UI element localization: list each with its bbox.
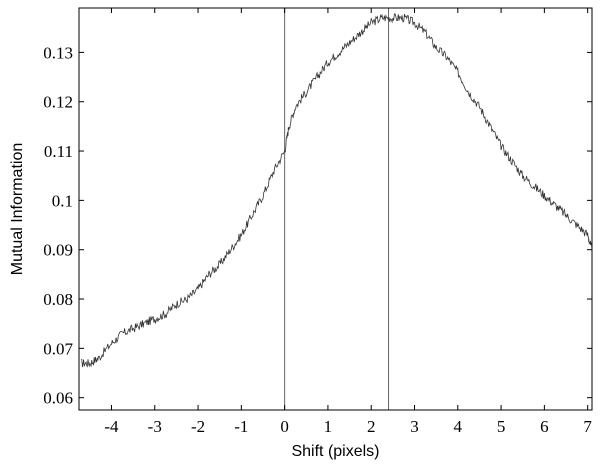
y-tick-label: 0.08	[43, 290, 73, 309]
y-tick-label: 0.11	[44, 142, 73, 161]
y-tick-label: 0.1	[52, 191, 73, 210]
x-tick-label: 1	[324, 417, 333, 436]
x-tick-label: 2	[367, 417, 376, 436]
x-tick-label: -2	[191, 417, 205, 436]
y-tick-label: 0.09	[43, 241, 73, 260]
x-tick-label: 6	[540, 417, 549, 436]
y-tick-label: 0.07	[43, 339, 73, 358]
x-axis-label: Shift (pixels)	[291, 443, 379, 460]
plot-area	[81, 8, 593, 410]
y-tick-label: 0.06	[43, 389, 73, 408]
x-tick-label: 3	[410, 417, 419, 436]
axis-ticks: -4 -3 -2 -1 0 1 2 3 4 5 6 7 0.06 0.07 0.08 0.09 0.1 0.11 0…	[43, 8, 592, 436]
y-tick-label: 0.13	[43, 43, 73, 62]
series-line	[81, 13, 593, 368]
y-axis-label: Mutual Information	[9, 143, 26, 276]
x-tick-label: -1	[234, 417, 248, 436]
plot-frame	[78, 7, 593, 411]
x-tick-label: 5	[497, 417, 506, 436]
x-tick-label: 7	[583, 417, 592, 436]
x-tick-label: 4	[454, 417, 463, 436]
x-tick-label: 0	[280, 417, 289, 436]
x-tick-label: -3	[148, 417, 162, 436]
y-tick-label: 0.12	[43, 93, 73, 112]
x-tick-label: -4	[104, 417, 119, 436]
